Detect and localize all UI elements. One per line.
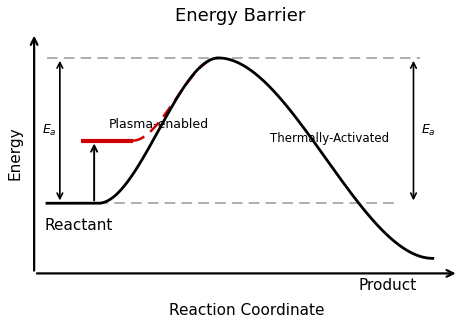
- Text: $E_a$: $E_a$: [421, 123, 436, 138]
- Title: Energy Barrier: Energy Barrier: [175, 7, 305, 25]
- Text: Energy: Energy: [8, 126, 22, 180]
- Text: Thermally-Activated: Thermally-Activated: [270, 132, 389, 145]
- Text: Product: Product: [359, 279, 417, 293]
- Text: $E_a$: $E_a$: [42, 123, 56, 138]
- Text: Plasma-enabled: Plasma-enabled: [109, 118, 210, 131]
- Text: Reaction Coordinate: Reaction Coordinate: [169, 304, 324, 318]
- Text: Reactant: Reactant: [45, 218, 113, 233]
